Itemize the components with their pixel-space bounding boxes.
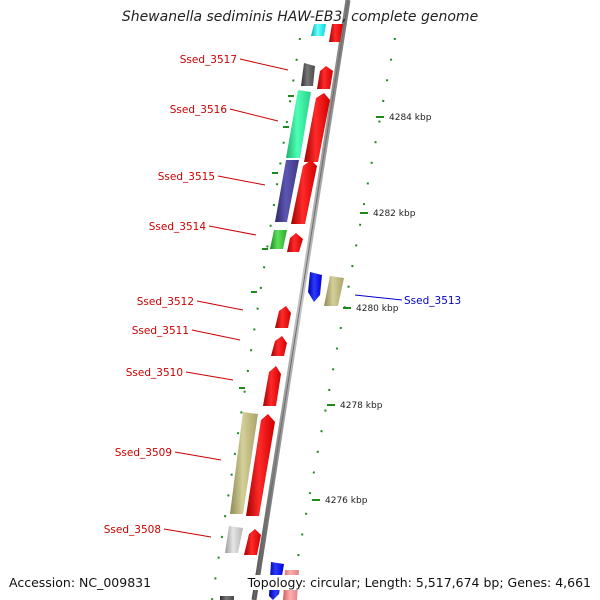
gene-ssed-3516[interactable] [286, 90, 330, 162]
genome-backbone [251, 0, 351, 600]
ruler-label: 4282 kbp [373, 209, 416, 219]
gene-ssed-3514[interactable] [270, 230, 303, 252]
gene-ssed-3517[interactable] [301, 63, 333, 89]
genome-summary-text: Topology: circular; Length: 5,517,674 bp… [247, 575, 591, 590]
gene-label-leader [239, 58, 289, 71]
gene-label-leader [229, 108, 279, 122]
gene-label-leader [163, 528, 212, 538]
gene-label-group-right: Ssed_3513 [354, 294, 461, 307]
gene-label[interactable]: Ssed_3514 [149, 221, 207, 233]
gene-ssed-3510[interactable] [263, 366, 281, 406]
gene-arrow-partial-top-red[interactable] [329, 24, 343, 42]
ruler-label: 4280 kbp [356, 304, 399, 314]
gene-ssed-3515[interactable] [275, 160, 317, 224]
ruler-label: 4276 kbp [325, 496, 368, 506]
gene-label-leader [174, 451, 222, 461]
gene-label-leader [185, 371, 234, 381]
gene-ssed-3509[interactable] [230, 412, 275, 516]
gene-label[interactable]: Ssed_3510 [126, 367, 183, 379]
gene-label-group-left: Ssed_3517 Ssed_3516 Ssed_3515 Ssed_3514 Ssed… [104, 54, 289, 538]
gene-label-leader [196, 300, 244, 311]
accession-text: Accession: NC_009831 [9, 575, 152, 590]
gene-label-leader [191, 329, 241, 341]
gene-arrow-partial-bottom-grey[interactable] [220, 596, 234, 600]
gene-label[interactable]: Ssed_3517 [180, 54, 237, 66]
gene-arrow-partial-top-cyan[interactable] [311, 24, 326, 36]
gene-label[interactable]: Ssed_3515 [158, 171, 215, 183]
gene-ssed-3511[interactable] [271, 336, 287, 356]
gene-label-leader [208, 225, 257, 236]
gene-ssed-3513[interactable] [308, 272, 344, 306]
gene-label[interactable]: Ssed_3513 [404, 295, 461, 307]
gene-ssed-3512[interactable] [275, 306, 291, 328]
ruler-group: 4284 kbp 4282 kbp 4280 kbp 4278 kbp 4276 kbp [239, 95, 432, 506]
gene-ssed-3508[interactable] [225, 526, 261, 555]
gene-label[interactable]: Ssed_3508 [104, 524, 161, 536]
gene-label-leader [217, 175, 266, 186]
gene-label[interactable]: Ssed_3512 [137, 296, 194, 308]
gene-label[interactable]: Ssed_3511 [132, 325, 189, 337]
ruler-label: 4284 kbp [389, 113, 432, 123]
gene-label[interactable]: Ssed_3509 [115, 447, 172, 459]
gene-label-leader [354, 294, 403, 301]
gene-label[interactable]: Ssed_3516 [170, 104, 228, 116]
ruler-label: 4278 kbp [340, 401, 383, 411]
map-title: Shewanella sediminis HAW-EB3, complete g… [121, 9, 479, 25]
